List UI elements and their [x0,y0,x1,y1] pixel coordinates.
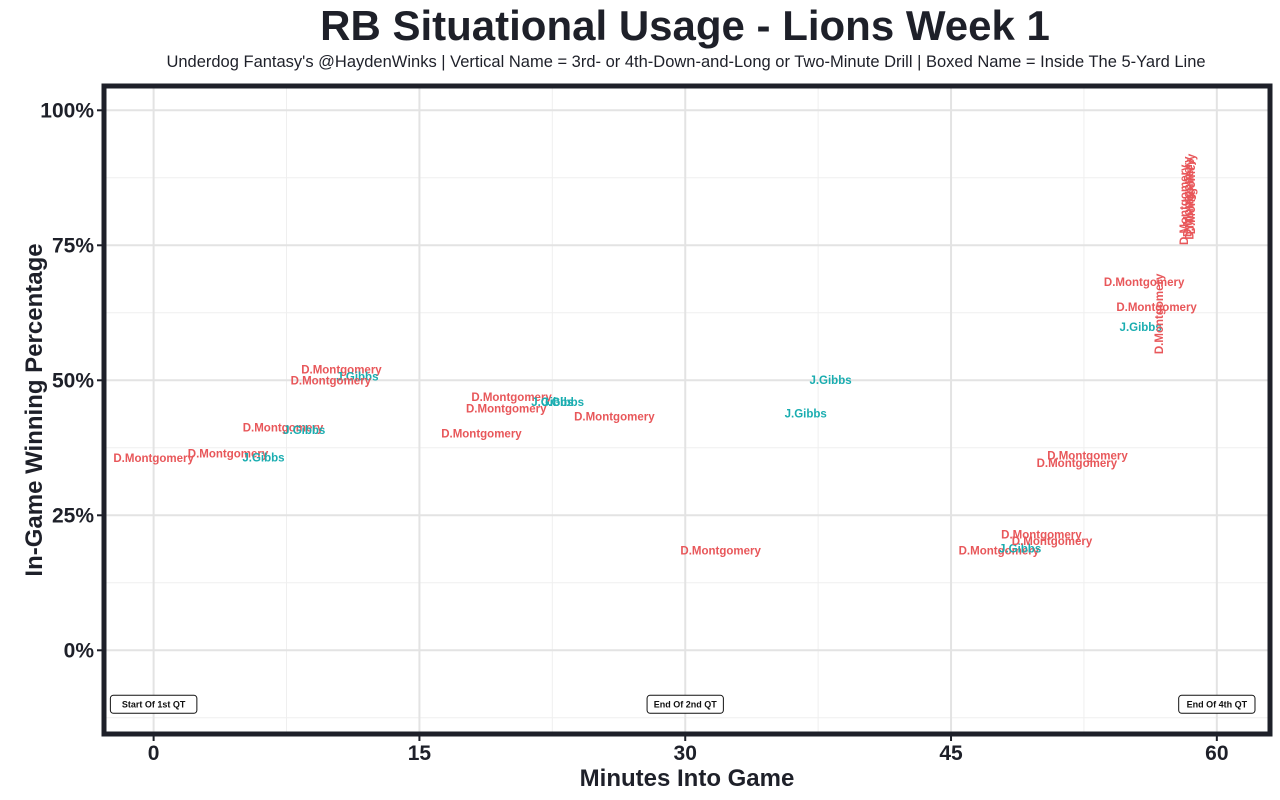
montgomery-label: D.Montgomery [1154,273,1166,354]
x-tick-label: 0 [148,742,160,765]
gibbs-label: J.Gibbs [1120,322,1162,334]
gibbs-label: J.Gibbs [336,372,378,384]
montgomery-label: D.Montgomery [1179,164,1191,245]
player-labels: D.MontgomeryD.MontgomeryJ.GibbsD.Montgom… [113,153,1198,557]
annotation-box [1178,694,1256,714]
montgomery-label: D.Montgomery [1047,450,1128,462]
montgomery-label: D.Montgomery [1001,529,1082,541]
annotation-text: Start Of 1st QT [122,700,186,710]
gibbs-label: J.Gibbs [542,397,584,409]
chart-title: RB Situational Usage - Lions Week 1 [320,2,1050,49]
annotation-text: End Of 2nd QT [654,700,717,710]
gibbs-label: J.Gibbs [242,453,284,465]
montgomery-label: D.Montgomery [1116,302,1197,314]
quarter-annotation: End Of 2nd QT [646,694,724,714]
gibbs-label: J.Gibbs [999,543,1041,555]
montgomery-label: D.Montgomery [466,403,547,415]
quarter-annotation: End Of 4th QT [1178,694,1256,714]
montgomery-label: D.Montgomery [188,448,269,460]
y-tick-label: 25% [52,504,94,527]
plot-frame [101,83,1273,737]
plot-background [104,86,1270,734]
montgomery-label: D.Montgomery [113,453,194,465]
y-axis-title: In-Game Winning Percentage [21,243,48,576]
x-axis-ticks: 0 15 30 45 60 [148,736,1229,765]
montgomery-label: D.Montgomery [301,365,382,377]
grid-lines [104,86,1270,734]
montgomery-label: D.Montgomery [1183,156,1195,237]
montgomery-label: D.Montgomery [1104,277,1185,289]
x-tick-label: 30 [674,742,697,765]
x-tick-label: 15 [408,742,432,765]
quarter-annotation: Start Of 1st QT [109,694,198,714]
montgomery-label: D.Montgomery [1186,153,1198,234]
y-tick-label: 0% [64,639,95,662]
montgomery-label: D.Montgomery [243,422,324,434]
montgomery-label: D.Montgomery [959,546,1040,558]
montgomery-label: D.Montgomery [441,428,522,440]
gibbs-label: J.Gibbs [809,375,851,387]
x-tick-label: 45 [939,742,963,765]
gibbs-label: J.Gibbs [531,397,573,409]
annotation-box [109,694,198,714]
chart-subtitle: Underdog Fantasy's @HaydenWinks | Vertic… [166,53,1206,71]
montgomery-label: D.Montgomery [680,546,761,558]
montgomery-label: D.Montgomery [1184,159,1196,240]
y-tick-label: 50% [52,369,94,392]
annotation-box [646,694,724,714]
x-axis-title: Minutes Into Game [580,765,795,792]
montgomery-label: D.Montgomery [1012,536,1093,548]
annotation-text: End Of 4th QT [1187,700,1248,710]
gibbs-label: J.Gibbs [785,408,827,420]
montgomery-label: D.Montgomery [1037,458,1118,470]
y-axis-ticks: 0% 25% 50% 75% 100% [40,99,102,662]
y-tick-label: 100% [40,99,94,122]
montgomery-label: D.Montgomery [291,375,372,387]
montgomery-label: D.Montgomery [574,412,655,424]
y-tick-label: 75% [52,234,94,257]
gibbs-label: J.Gibbs [283,425,325,437]
montgomery-label: D.Montgomery [471,392,552,404]
x-tick-label: 60 [1205,742,1228,765]
quarter-annotations: Start Of 1st QT End Of 2nd QT End Of 4th Q… [109,694,1256,714]
